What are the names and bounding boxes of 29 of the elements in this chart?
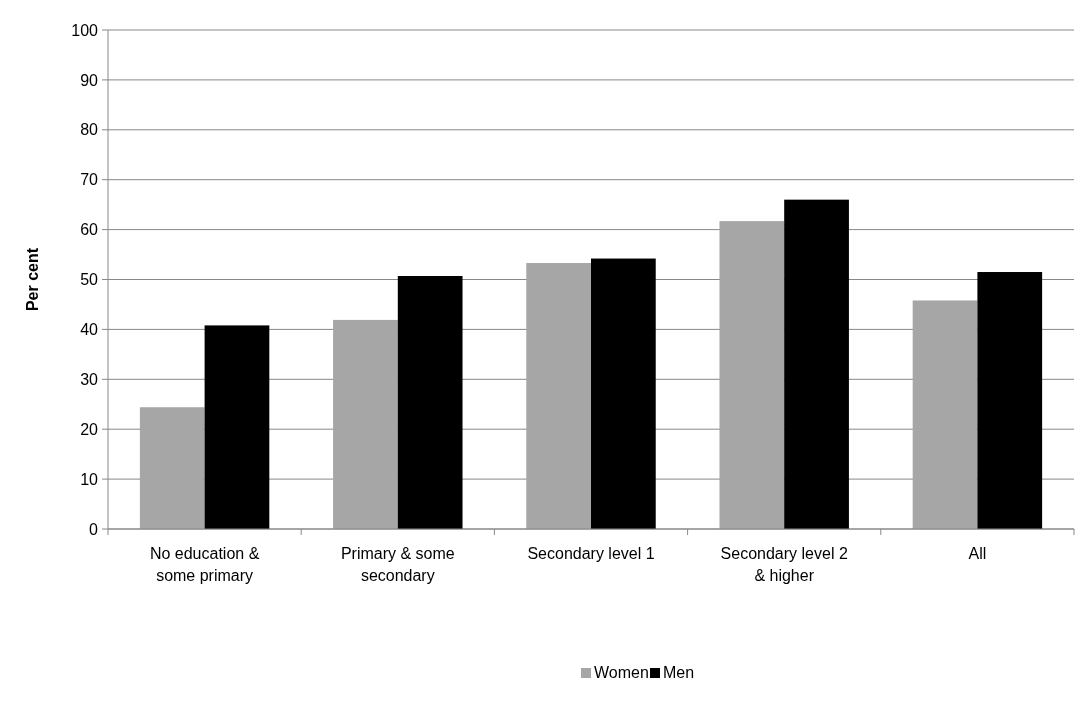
x-tick-label: Primary & some secondary xyxy=(340,545,455,584)
x-tick-label: Secondary level 2 & higher xyxy=(720,545,848,584)
y-tick-label: 90 xyxy=(80,71,99,89)
bar xyxy=(591,258,656,529)
legend-label: Men xyxy=(663,664,695,681)
bar xyxy=(912,300,978,529)
legend-label: Women xyxy=(594,664,649,681)
y-tick-label: 0 xyxy=(89,520,99,538)
y-tick-label: 20 xyxy=(80,420,99,438)
x-tick-label: No education & some primary xyxy=(149,545,260,584)
bar xyxy=(397,276,463,529)
y-tick-label: 10 xyxy=(80,470,99,488)
bar xyxy=(719,221,785,529)
bar xyxy=(784,199,849,529)
y-tick-label: 80 xyxy=(80,121,99,139)
bar xyxy=(526,263,591,529)
bar xyxy=(333,319,398,529)
bar xyxy=(977,272,1043,529)
x-tick-label: All xyxy=(968,545,987,562)
y-tick-label: 40 xyxy=(80,321,99,338)
y-tick-label: 70 xyxy=(80,171,99,189)
x-tick-label: Secondary level 1 xyxy=(527,545,655,562)
y-tick-label: 100 xyxy=(71,21,99,39)
y-tick-label: 60 xyxy=(80,221,99,239)
bar xyxy=(204,325,270,529)
y-tick-label: 50 xyxy=(80,271,99,289)
bar xyxy=(139,407,205,529)
y-axis-title: Per cent xyxy=(24,247,41,312)
y-tick-label: 30 xyxy=(80,370,99,388)
